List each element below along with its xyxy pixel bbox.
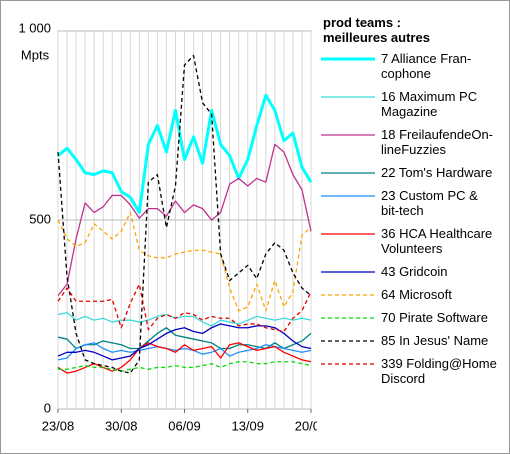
legend-label: 18 FreilaufendeOn- lineFuzzies (381, 127, 494, 157)
y-tick-label: 1 000 (18, 20, 51, 35)
series-line (57, 342, 312, 374)
legend-entry: 70 Pirate Software (319, 310, 507, 325)
legend-swatch (321, 317, 375, 319)
legend-entry: 22 Tom's Hardware (319, 165, 507, 180)
legend-entry: 23 Custom PC & bit-tech (319, 188, 507, 218)
legend-entry: 43 Gridcoin (319, 264, 507, 279)
legend-label: 16 Maximum PC Magazine (381, 89, 478, 119)
x-tick-label: 13/09 (231, 418, 264, 433)
legend-swatch (321, 294, 375, 296)
legend: prod teams : meilleures autres 7 Allianc… (319, 15, 507, 394)
series-line (58, 361, 312, 372)
legend-entry: 18 FreilaufendeOn- lineFuzzies (319, 127, 507, 157)
legend-entry: 64 Microsoft (319, 287, 507, 302)
legend-label: 36 HCA Healthcare Volunteers (381, 226, 493, 256)
y-unit: Mpts (21, 47, 50, 62)
legend-entry: 7 Alliance Fran- cophone (319, 51, 507, 81)
legend-label: 22 Tom's Hardware (381, 165, 493, 180)
legend-label: 85 In Jesus' Name (381, 333, 489, 348)
legend-label: 64 Microsoft (381, 287, 452, 302)
legend-label: 7 Alliance Fran- cophone (381, 51, 472, 81)
y-tick-label: 500 (29, 211, 51, 226)
y-tick-label: 0 (44, 400, 51, 415)
legend-swatch (321, 271, 375, 273)
legend-entries: 7 Alliance Fran- cophone 16 Maximum PC Ma… (319, 51, 507, 386)
legend-swatch (321, 134, 375, 136)
series-line (57, 327, 312, 350)
legend-label: 23 Custom PC & bit-tech (381, 188, 478, 218)
legend-swatch (321, 363, 375, 365)
legend-swatch (321, 172, 375, 174)
series-line (57, 342, 312, 361)
legend-swatch (321, 195, 375, 197)
legend-entry: 85 In Jesus' Name (319, 333, 507, 348)
x-tick-label: 06/09 (168, 418, 201, 433)
series-line (57, 211, 312, 312)
series-line (57, 311, 312, 327)
plot: Mpts 0 500 1 000 23/08 30/08 06/09 13/09 20/09 (18, 20, 317, 433)
legend-swatch (321, 233, 375, 235)
x-tick-label: 30/08 (105, 418, 138, 433)
x-tick-label: 20/09 (295, 418, 317, 433)
series-line (57, 283, 312, 333)
legend-label: 43 Gridcoin (381, 264, 448, 279)
series-line (57, 54, 312, 374)
legend-entry: 16 Maximum PC Magazine (319, 89, 507, 119)
legend-label: 339 Folding@Home Discord (381, 356, 497, 386)
legend-swatch (321, 57, 375, 61)
legend-entry: 36 HCA Healthcare Volunteers (319, 226, 507, 256)
legend-label: 70 Pirate Software (381, 310, 488, 325)
legend-entry: 339 Folding@Home Discord (319, 356, 507, 386)
legend-title: prod teams : meilleures autres (323, 15, 430, 45)
series-line (57, 143, 312, 297)
series-line (57, 93, 313, 214)
legend-swatch (321, 96, 375, 98)
legend-swatch (321, 340, 375, 342)
series-line (57, 323, 312, 361)
x-tick-label: 23/08 (42, 418, 75, 433)
